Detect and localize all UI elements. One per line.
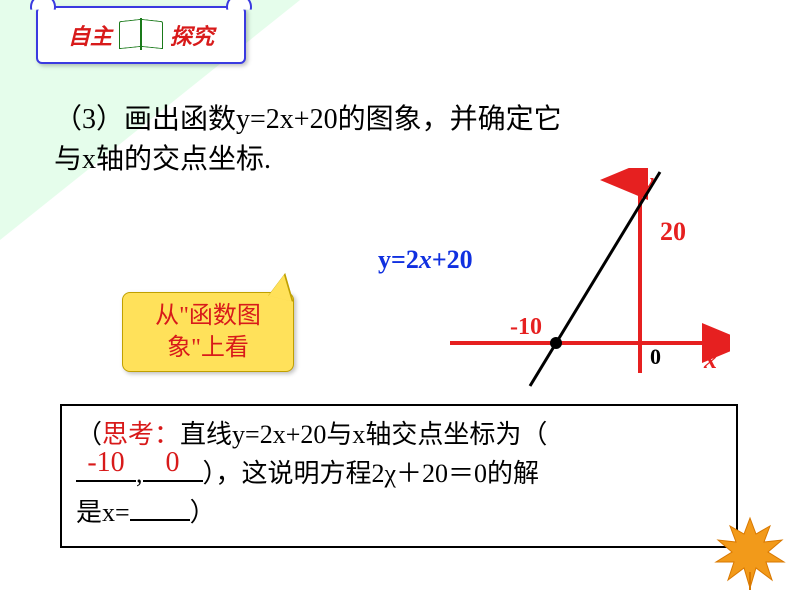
blank-1: -10: [76, 454, 136, 482]
answer-2: 0: [143, 444, 203, 482]
question-line1: （3）画出函数y=2x+20的图象，并确定它: [54, 100, 754, 140]
function-graph: y x 0 -10 20 y=2x+20: [370, 168, 730, 388]
callout-line1: 从"函数图: [155, 303, 261, 329]
maple-leaf-icon: [708, 510, 790, 592]
banner-scroll: 自主 探究: [36, 6, 246, 64]
svg-text:-10: -10: [510, 314, 542, 340]
blank-2: 0: [143, 454, 203, 482]
hint-callout: 从"函数图 象"上看: [122, 292, 294, 372]
callout-line2: 象"上看: [167, 335, 249, 361]
svg-text:y=2x+20: y=2x+20: [378, 245, 473, 274]
svg-text:0: 0: [650, 344, 661, 369]
think-box: （思考：直线y=2x+20与x轴交点坐标为（ -10,0），这说明方程2χ＋20…: [60, 404, 738, 548]
svg-text:20: 20: [660, 217, 686, 246]
banner-text-left: 自主: [68, 19, 112, 51]
think-line1: 直线y=2x+20与x轴交点坐标为（: [180, 420, 547, 449]
banner-text-right: 探究: [170, 19, 214, 51]
think-mid: ），这说明方程2χ＋20＝0的解: [203, 459, 540, 488]
open-book-icon: [118, 20, 164, 50]
svg-text:x: x: [703, 345, 717, 374]
answer-1: -10: [76, 444, 136, 482]
think-tail: ）: [190, 498, 216, 527]
think-line3-pre: 是x=: [76, 498, 130, 527]
blank-3: [130, 493, 190, 521]
svg-text:y: y: [639, 168, 654, 196]
